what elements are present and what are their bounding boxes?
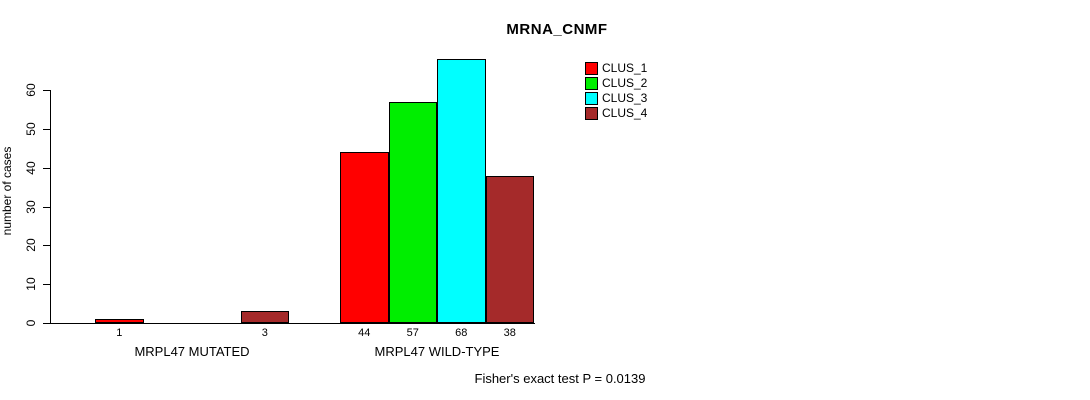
y-tick-mark: [43, 90, 50, 91]
y-tick-mark: [43, 284, 50, 285]
bar: [340, 152, 389, 323]
bar-value-label: 68: [455, 327, 468, 339]
y-tick-label: 60: [24, 83, 38, 97]
legend-item: CLUS_3: [585, 91, 647, 106]
legend-label: CLUS_4: [602, 106, 648, 120]
y-tick-mark: [43, 207, 50, 208]
group-label: MRPL47 MUTATED: [134, 344, 250, 359]
legend: CLUS_1 CLUS_2 CLUS_3 CLUS_4: [585, 61, 647, 121]
y-tick-mark: [43, 245, 50, 246]
legend-label: CLUS_1: [602, 61, 648, 75]
legend-swatch: [585, 107, 598, 120]
y-axis-label: number of cases: [0, 146, 14, 236]
bar-value-label: 38: [503, 327, 516, 339]
bar: [388, 102, 437, 323]
legend-swatch: [585, 62, 598, 75]
legend-item: CLUS_1: [585, 61, 647, 76]
y-tick-label: 10: [24, 277, 38, 291]
legend-label: CLUS_3: [602, 91, 648, 105]
y-tick-mark: [43, 323, 50, 324]
bar: [95, 319, 144, 323]
y-tick-mark: [43, 168, 50, 169]
annotation-text: Fisher's exact test P = 0.0139: [474, 371, 646, 386]
bar: [240, 311, 289, 323]
y-tick-label: 50: [24, 122, 38, 136]
legend-label: CLUS_2: [602, 76, 648, 90]
y-axis-line: [50, 90, 51, 324]
chart-title: MRNA_CNMF: [506, 21, 608, 38]
legend-swatch: [585, 77, 598, 90]
y-tick-label: 40: [24, 161, 38, 175]
bar-value-label: 44: [358, 327, 371, 339]
bar: [437, 59, 486, 323]
y-tick-label: 20: [24, 238, 38, 252]
y-tick-label: 0: [24, 319, 38, 327]
group-label: MRPL47 WILD-TYPE: [374, 344, 500, 359]
legend-swatch: [585, 92, 598, 105]
x-axis-baseline: [50, 323, 535, 324]
legend-item: CLUS_4: [585, 106, 647, 121]
y-tick-mark: [43, 129, 50, 130]
bar-value-label: 3: [261, 327, 268, 339]
bar-value-label: 57: [406, 327, 419, 339]
legend-item: CLUS_2: [585, 76, 647, 91]
bar: [485, 176, 534, 323]
y-tick-label: 30: [24, 200, 38, 214]
bar-value-label: 1: [116, 327, 123, 339]
